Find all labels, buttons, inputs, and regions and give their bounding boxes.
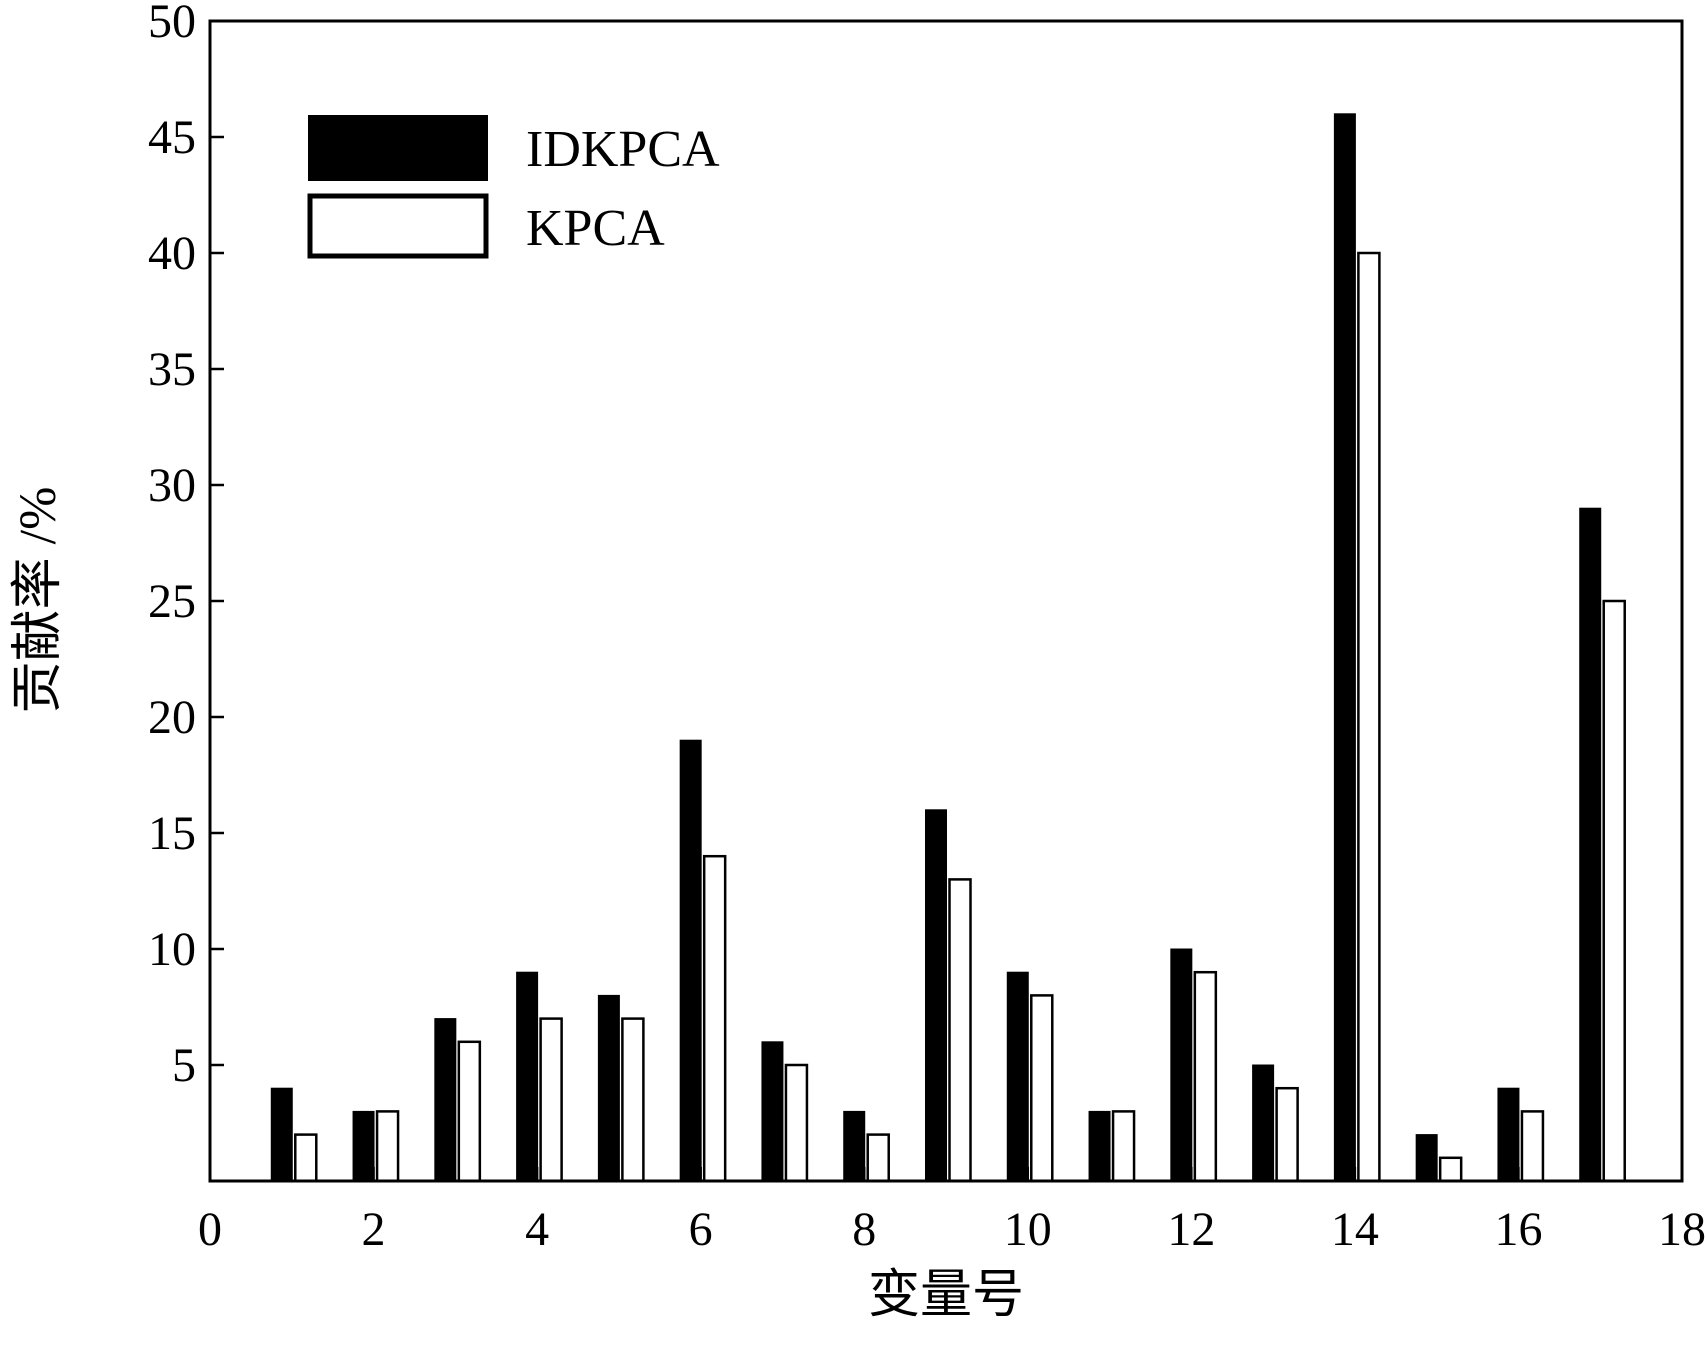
y-tick-label: 45 <box>148 111 196 164</box>
bar-idkpca-13 <box>1252 1064 1275 1182</box>
bar-kpca-13 <box>1275 1086 1299 1183</box>
bar-kpca-2 <box>375 1110 400 1183</box>
bar-idkpca-3 <box>434 1018 457 1182</box>
y-tick-label: 10 <box>148 923 196 976</box>
legend-label-kpca: KPCA <box>526 200 665 257</box>
x-tick-label: 14 <box>1331 1203 1379 1256</box>
y-tick-label: 5 <box>172 1039 196 1092</box>
bar-kpca-3 <box>457 1040 482 1183</box>
bars-group <box>270 113 1626 1183</box>
y-tick-label: 30 <box>148 459 196 512</box>
x-tick-label: 6 <box>689 1203 713 1256</box>
bar-idkpca-6 <box>679 739 702 1182</box>
bar-idkpca-4 <box>516 971 539 1182</box>
y-tick-label: 40 <box>148 227 196 280</box>
bar-idkpca-8 <box>843 1110 866 1182</box>
x-tick-label: 0 <box>198 1203 222 1256</box>
bar-idkpca-5 <box>597 994 620 1182</box>
y-tick-label: 50 <box>148 0 196 48</box>
bar-idkpca-1 <box>270 1087 293 1182</box>
y-tick-label: 15 <box>148 807 196 860</box>
legend-swatch-idkpca <box>308 115 488 181</box>
bar-kpca-6 <box>702 854 727 1183</box>
bar-kpca-16 <box>1520 1110 1545 1183</box>
y-axis-title: 贡献率 /% <box>10 487 67 714</box>
bar-idkpca-16 <box>1497 1087 1520 1182</box>
x-tick-label: 16 <box>1494 1203 1542 1256</box>
bar-idkpca-11 <box>1088 1110 1111 1182</box>
bar-idkpca-14 <box>1333 113 1356 1182</box>
bar-kpca-1 <box>294 1133 318 1183</box>
bar-idkpca-10 <box>1006 971 1029 1182</box>
x-tick-label: 8 <box>852 1203 876 1256</box>
bar-kpca-14 <box>1357 251 1381 1183</box>
bar-kpca-8 <box>866 1133 890 1183</box>
bar-kpca-9 <box>948 878 972 1183</box>
bar-idkpca-2 <box>352 1110 375 1182</box>
bar-kpca-11 <box>1111 1110 1136 1183</box>
bar-kpca-10 <box>1030 994 1054 1183</box>
bar-idkpca-12 <box>1170 948 1193 1182</box>
ticks-group: 0 2 4 6 8 10 12 14 16 18 5 10 15 20 25 30 35 40 45 50 <box>148 0 1705 1256</box>
bar-kpca-7 <box>784 1063 809 1183</box>
bar-idkpca-17 <box>1579 507 1602 1182</box>
bar-kpca-12 <box>1193 970 1218 1183</box>
x-tick-label: 4 <box>525 1203 549 1256</box>
bar-kpca-4 <box>539 1017 563 1183</box>
legend: IDKPCA KPCA <box>307 115 720 259</box>
y-tick-label: 35 <box>148 343 196 396</box>
bar-kpca-5 <box>621 1017 645 1183</box>
x-tick-label: 12 <box>1167 1203 1215 1256</box>
bar-kpca-17 <box>1602 599 1626 1183</box>
y-tick-label: 20 <box>148 691 196 744</box>
legend-swatch-kpca <box>307 193 489 259</box>
x-tick-label: 2 <box>362 1203 386 1256</box>
bar-kpca-15 <box>1438 1156 1463 1183</box>
bar-idkpca-9 <box>925 809 947 1182</box>
y-tick-label: 25 <box>148 575 196 628</box>
legend-label-idkpca: IDKPCA <box>526 121 720 178</box>
bar-idkpca-15 <box>1415 1134 1438 1182</box>
x-axis-title: 变量号 <box>868 1267 1024 1324</box>
x-tick-label: 18 <box>1658 1203 1705 1256</box>
bar-idkpca-7 <box>761 1041 784 1182</box>
x-tick-label: 10 <box>1004 1203 1052 1256</box>
